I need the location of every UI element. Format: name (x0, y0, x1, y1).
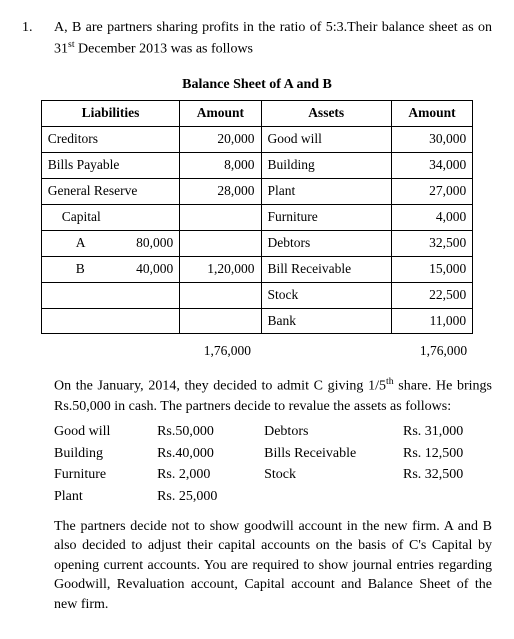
header-amount-left: Amount (180, 101, 261, 127)
asset-amount-cell: 4,000 (391, 205, 472, 231)
liability-cell: A80,000 (41, 230, 179, 256)
liability-cell (41, 282, 179, 308)
asset-amount-cell: 11,000 (391, 308, 472, 334)
reval-value: Rs. 12,500 (403, 444, 492, 464)
table-row: Bills Payable8,000Building34,000 (41, 153, 472, 179)
asset-amount-cell: 22,500 (391, 282, 472, 308)
table-row: A80,000 Debtors32,500 (41, 230, 472, 256)
liability-amount-cell: 20,000 (180, 127, 261, 153)
reval-name: Plant (54, 487, 139, 507)
paragraph-admission: On the January, 2014, they decided to ad… (22, 375, 492, 416)
liability-amount-cell (180, 230, 261, 256)
liability-amount-cell (180, 282, 261, 308)
reval-value: Rs.50,000 (157, 422, 246, 442)
liability-amount-cell: 1,20,000 (180, 256, 261, 282)
total-left: 1,76,000 (146, 342, 257, 361)
reval-value: Rs. 32,500 (403, 465, 492, 485)
liability-cell: B40,000 (41, 256, 179, 282)
table-header-row: Liabilities Amount Assets Amount (41, 101, 472, 127)
revaluation-list: Good will Rs.50,000 Debtors Rs. 31,000 Build… (22, 422, 492, 506)
liability-cell: General Reserve (41, 179, 179, 205)
reval-name: Debtors (264, 422, 385, 442)
asset-cell: Building (261, 153, 391, 179)
liability-cell: Creditors (41, 127, 179, 153)
asset-amount-cell: 32,500 (391, 230, 472, 256)
liability-cell: Bills Payable (41, 153, 179, 179)
total-right: 1,76,000 (362, 342, 473, 361)
liability-amount-cell (180, 205, 261, 231)
asset-cell: Furniture (261, 205, 391, 231)
table-row: B40,0001,20,000Bill Receivable15,000 (41, 256, 472, 282)
header-amount-right: Amount (391, 101, 472, 127)
asset-amount-cell: 34,000 (391, 153, 472, 179)
reval-value (403, 487, 492, 507)
reval-value: Rs. 2,000 (157, 465, 246, 485)
asset-cell: Debtors (261, 230, 391, 256)
sheet-title: Balance Sheet of A and B (22, 75, 492, 95)
reval-value: Rs. 25,000 (157, 487, 246, 507)
asset-amount-cell: 15,000 (391, 256, 472, 282)
asset-cell: Bill Receivable (261, 256, 391, 282)
asset-cell: Stock (261, 282, 391, 308)
reval-name: Good will (54, 422, 139, 442)
table-row: Stock22,500 (41, 282, 472, 308)
liability-amount-cell: 28,000 (180, 179, 261, 205)
liability-amount-cell (180, 308, 261, 334)
liability-amount-cell: 8,000 (180, 153, 261, 179)
reval-name (264, 487, 385, 507)
asset-cell: Bank (261, 308, 391, 334)
header-assets: Assets (261, 101, 391, 127)
liability-cell (41, 308, 179, 334)
asset-amount-cell: 27,000 (391, 179, 472, 205)
reval-value: Rs. 31,000 (403, 422, 492, 442)
asset-cell: Plant (261, 179, 391, 205)
table-row: Capital Furniture4,000 (41, 205, 472, 231)
reval-value: Rs.40,000 (157, 444, 246, 464)
reval-name: Building (54, 444, 139, 464)
reval-name: Furniture (54, 465, 139, 485)
paragraph-instructions: The partners decide not to show goodwill… (22, 517, 492, 615)
reval-name: Stock (264, 465, 385, 485)
question-number: 1. (22, 18, 54, 59)
table-row: General Reserve28,000Plant27,000 (41, 179, 472, 205)
balance-sheet-table: Liabilities Amount Assets Amount Credito… (41, 100, 473, 334)
liability-cell: Capital (41, 205, 179, 231)
asset-cell: Good will (261, 127, 391, 153)
asset-amount-cell: 30,000 (391, 127, 472, 153)
table-row: Bank11,000 (41, 308, 472, 334)
totals-row: 1,76,000 1,76,000 (41, 342, 473, 361)
header-liabilities: Liabilities (41, 101, 179, 127)
question-intro: 1. A, B are partners sharing profits in … (22, 18, 492, 59)
question-text: A, B are partners sharing profits in the… (54, 18, 492, 59)
table-row: Creditors20,000Good will30,000 (41, 127, 472, 153)
reval-name: Bills Receivable (264, 444, 385, 464)
